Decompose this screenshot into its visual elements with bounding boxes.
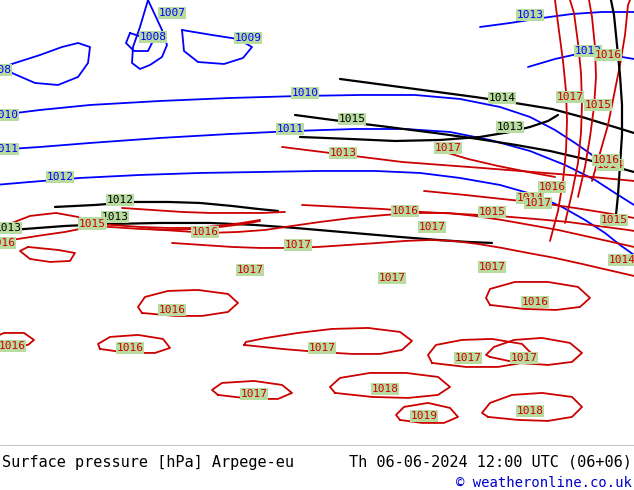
Text: 1015: 1015 — [479, 207, 505, 217]
Text: 1013: 1013 — [517, 10, 543, 20]
Text: 1013: 1013 — [330, 148, 356, 158]
Text: 1013: 1013 — [101, 212, 129, 222]
Text: 1017: 1017 — [524, 198, 552, 208]
Text: 1016: 1016 — [538, 182, 566, 192]
Text: 1010: 1010 — [0, 110, 18, 120]
Text: 1016: 1016 — [392, 206, 418, 216]
Text: © weatheronline.co.uk: © weatheronline.co.uk — [456, 476, 632, 490]
Text: 1017: 1017 — [557, 92, 583, 102]
Text: 1015: 1015 — [79, 218, 107, 228]
Text: 1015: 1015 — [600, 215, 628, 225]
Text: 1014: 1014 — [597, 160, 623, 170]
Text: Th 06-06-2024 12:00 UTC (06+06): Th 06-06-2024 12:00 UTC (06+06) — [349, 455, 632, 469]
Text: 1008: 1008 — [0, 65, 11, 75]
Text: 1019: 1019 — [410, 411, 437, 421]
Text: 1012: 1012 — [46, 172, 74, 182]
Text: 1016: 1016 — [0, 341, 25, 351]
Text: 1015: 1015 — [339, 114, 365, 124]
Text: 1016: 1016 — [0, 238, 15, 248]
Text: 1012: 1012 — [574, 46, 602, 56]
Text: 1011: 1011 — [0, 144, 18, 154]
Text: 1018: 1018 — [372, 384, 399, 394]
Text: 1013: 1013 — [496, 122, 524, 132]
Text: 1015: 1015 — [79, 219, 105, 229]
Text: 1017: 1017 — [510, 353, 538, 363]
Text: 1017: 1017 — [240, 389, 268, 399]
Text: 1015: 1015 — [585, 100, 612, 110]
Text: 1016: 1016 — [117, 343, 143, 353]
Text: 1018: 1018 — [517, 406, 543, 416]
Text: 1017: 1017 — [309, 343, 335, 353]
Text: 1017: 1017 — [418, 222, 446, 232]
Text: 1008: 1008 — [139, 32, 167, 42]
Text: 1010: 1010 — [292, 88, 318, 98]
Text: 1007: 1007 — [158, 8, 186, 18]
Text: 1016: 1016 — [522, 297, 548, 307]
Text: 1014: 1014 — [489, 93, 515, 103]
Text: 1017: 1017 — [236, 265, 264, 275]
Text: 1014: 1014 — [517, 193, 543, 203]
Text: Surface pressure [hPa] Arpege-eu: Surface pressure [hPa] Arpege-eu — [2, 455, 294, 469]
Text: 1016: 1016 — [191, 227, 219, 237]
Text: 1016: 1016 — [158, 305, 186, 315]
Text: 1016: 1016 — [593, 155, 619, 165]
Text: 1017: 1017 — [378, 273, 406, 283]
Text: 1017: 1017 — [455, 353, 481, 363]
Text: 1013: 1013 — [0, 223, 22, 233]
Text: 1011: 1011 — [276, 124, 304, 134]
Text: 1009: 1009 — [235, 33, 261, 43]
Text: 1017: 1017 — [434, 143, 462, 153]
Text: 1012: 1012 — [107, 195, 134, 205]
Text: 1017: 1017 — [479, 262, 505, 272]
Text: 1016: 1016 — [595, 50, 621, 60]
Text: 1017: 1017 — [285, 240, 311, 250]
Text: 1014: 1014 — [609, 255, 634, 265]
